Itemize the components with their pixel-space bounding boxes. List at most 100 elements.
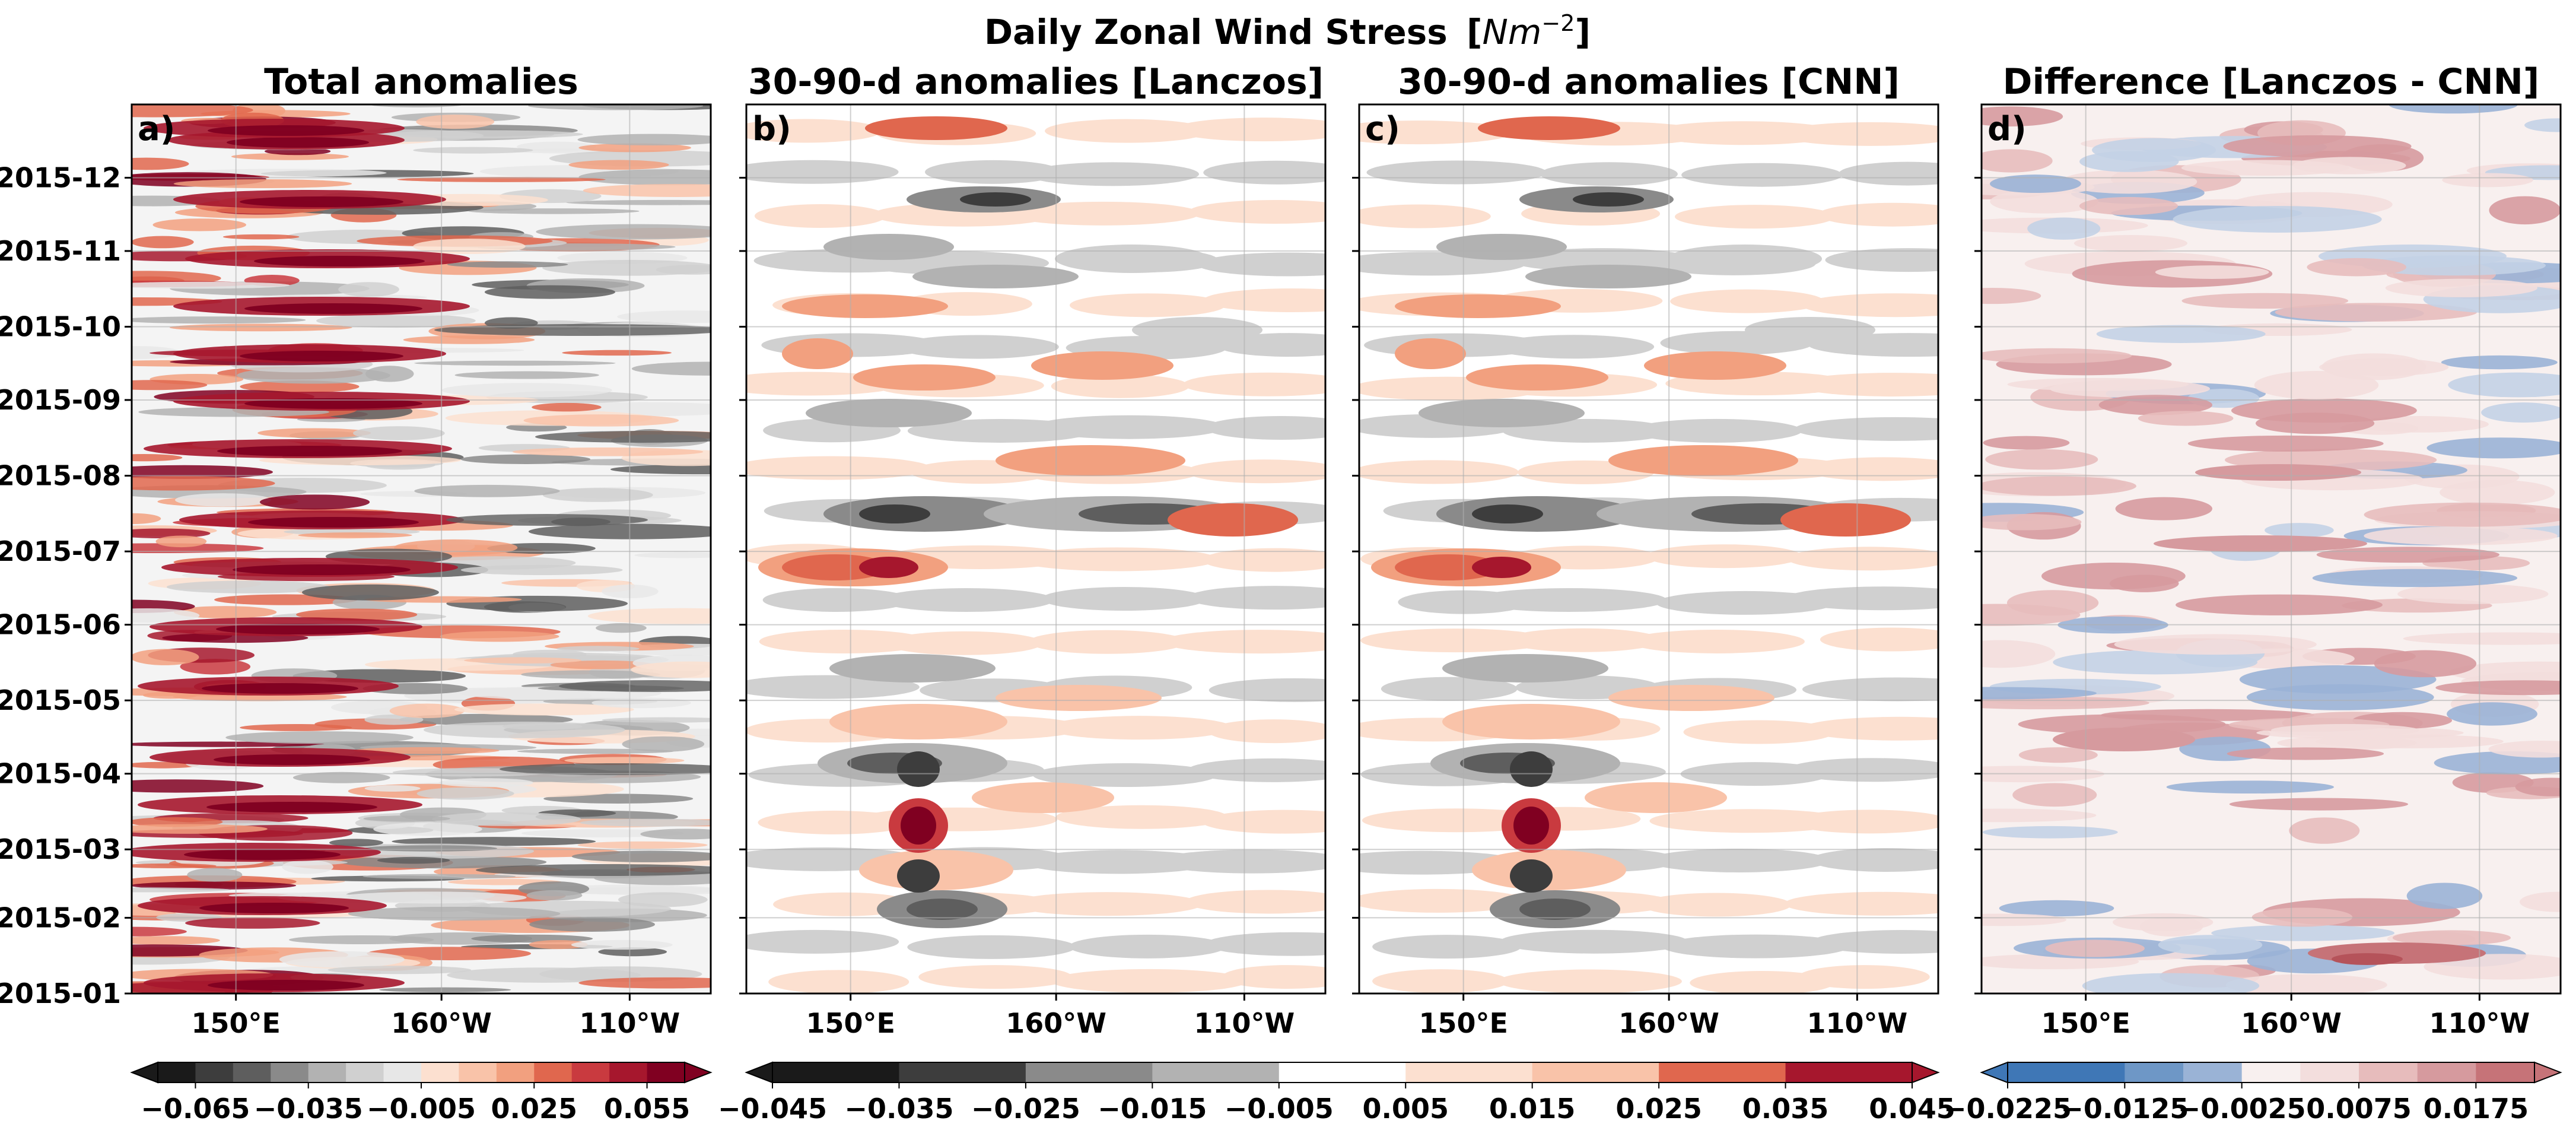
colorbar-a-level xyxy=(459,1062,497,1083)
panel-a-ytick-label: 2015-05 xyxy=(0,684,121,716)
colorbar-a-level xyxy=(496,1062,535,1083)
figure-title: Daily Zonal Wind Stress [Nm−2] xyxy=(984,10,1591,52)
colorbar-bc-level xyxy=(1785,1062,1913,1083)
colorbar-d-level xyxy=(2359,1062,2418,1083)
colorbar-d-level xyxy=(2066,1062,2125,1083)
colorbar-bc-tick-label: 0.015 xyxy=(1489,1093,1576,1125)
colorbar-bc-level xyxy=(1405,1062,1533,1083)
colorbar-a-extend-min xyxy=(130,1061,158,1084)
colorbar-d-level xyxy=(2125,1062,2184,1083)
colorbar-a-tick-label: 0.025 xyxy=(491,1093,578,1125)
colorbar-bc-extend-max xyxy=(1912,1061,1940,1084)
colorbar-a-tick-label: −0.005 xyxy=(367,1093,476,1125)
colorbar-a-level xyxy=(158,1062,196,1083)
panel-a-ytick-label: 2015-03 xyxy=(0,833,121,865)
colorbar-bc-level xyxy=(1532,1062,1659,1083)
panel-c-title: 30-90-d anomalies [CNN] xyxy=(1398,61,1900,103)
panel-d-xtick-label: 160°W xyxy=(2241,1007,2342,1039)
panel-d-frame xyxy=(1980,103,2562,995)
panel-b-xtick-label: 110°W xyxy=(1194,1007,1295,1039)
panel-a-ytick-label: 2015-11 xyxy=(0,235,121,267)
colorbar-bc-level xyxy=(1152,1062,1280,1083)
panel-c-heatmap: c) xyxy=(1358,103,1939,995)
colorbar-a-level xyxy=(571,1062,610,1083)
colorbar-bc-tick-label: −0.005 xyxy=(1225,1093,1334,1125)
panel-c-xtick-label: 160°W xyxy=(1618,1007,1719,1039)
colorbar-a-level xyxy=(233,1062,271,1083)
colorbar-a-tick-label: −0.035 xyxy=(254,1093,363,1125)
panel-a-xtick-label: 150°E xyxy=(191,1007,280,1039)
figure-title-unit-exponent: −2 xyxy=(1541,10,1575,36)
figure-title-unit: Nm xyxy=(1483,12,1542,52)
colorbar-d-extend-min xyxy=(1980,1061,2008,1084)
colorbar-d-tick-label: −0.0225 xyxy=(1944,1093,2072,1125)
colorbar-a-level xyxy=(383,1062,422,1083)
colorbar-a-level xyxy=(195,1062,234,1083)
colorbar-bc-tick-label: −0.035 xyxy=(844,1093,953,1125)
panel-d-xtick-label: 110°W xyxy=(2429,1007,2530,1039)
colorbar-d-level xyxy=(2300,1062,2359,1083)
panel-a-xtick-label: 110°W xyxy=(579,1007,680,1039)
colorbar-a-level xyxy=(421,1062,459,1083)
colorbar-bc-tick-label: −0.015 xyxy=(1098,1093,1207,1125)
panel-a-frame xyxy=(131,103,712,995)
colorbar-bc-extend-min xyxy=(745,1061,773,1084)
panel-c-xtick-label: 150°E xyxy=(1419,1007,1508,1039)
colorbar-d-tick-label: −0.0125 xyxy=(2060,1093,2189,1125)
colorbar-a-level xyxy=(609,1062,648,1083)
panel-a-ytick-label: 2015-06 xyxy=(0,609,121,641)
colorbar-a-level xyxy=(534,1062,573,1083)
colorbar-bc-level xyxy=(899,1062,1026,1083)
colorbar-a-level xyxy=(308,1062,346,1083)
colorbar-d-level xyxy=(2183,1062,2243,1083)
colorbar-bc-tick-label: −0.025 xyxy=(971,1093,1080,1125)
panel-b-heatmap: b) xyxy=(745,103,1327,995)
colorbar-d-tick-label: 0.0175 xyxy=(2424,1093,2529,1125)
panel-b-xtick-label: 150°E xyxy=(806,1007,895,1039)
colorbar-bc-tick-label: 0.045 xyxy=(1869,1093,1955,1125)
panel-d-title: Difference [Lanczos - CNN] xyxy=(2003,61,2540,103)
colorbar-a-tick-label: 0.055 xyxy=(604,1093,691,1125)
panel-b-label: b) xyxy=(752,110,791,148)
panel-b-title: 30-90-d anomalies [Lanczos] xyxy=(748,61,1324,103)
panel-a-xtick-label: 160°W xyxy=(391,1007,492,1039)
panel-c-label: c) xyxy=(1365,110,1400,148)
panel-a-ytick-label: 2015-12 xyxy=(0,161,121,193)
colorbar-bc-level xyxy=(772,1062,899,1083)
panel-a-ytick-label: 2015-09 xyxy=(0,384,121,416)
panel-b-xtick-label: 160°W xyxy=(1006,1007,1106,1039)
colorbar-d-level xyxy=(2417,1062,2476,1083)
colorbar-d-level xyxy=(2008,1062,2067,1083)
colorbar-a-level xyxy=(346,1062,384,1083)
panel-c-xtick-label: 110°W xyxy=(1807,1007,1907,1039)
figure-title-text: Daily Zonal Wind Stress xyxy=(984,12,1448,52)
colorbar-a-level xyxy=(647,1062,685,1083)
panel-a-ytick-label: 2015-02 xyxy=(0,902,121,934)
colorbar-d-level xyxy=(2241,1062,2301,1083)
colorbar-bc-level xyxy=(1279,1062,1406,1083)
panel-a-title: Total anomalies xyxy=(264,61,578,103)
panel-a-label: a) xyxy=(138,110,175,148)
colorbar-d-tick-label: −0.0025 xyxy=(2178,1093,2306,1125)
panel-a-ytick-label: 2015-10 xyxy=(0,311,121,343)
colorbar-bc-tick-label: −0.045 xyxy=(718,1093,827,1125)
panel-a-ytick-label: 2015-07 xyxy=(0,535,121,567)
colorbar-bc-tick-label: 0.005 xyxy=(1362,1093,1449,1125)
panel-d-heatmap: d) xyxy=(1980,103,2562,995)
colorbar-bc-level xyxy=(1025,1062,1153,1083)
colorbar-bc-level xyxy=(1659,1062,1786,1083)
colorbar-d-extend-max xyxy=(2534,1061,2562,1084)
panel-d-xtick-label: 150°E xyxy=(2041,1007,2130,1039)
colorbar-bc-tick-label: 0.025 xyxy=(1615,1093,1702,1125)
panel-a-ytick-label: 2015-01 xyxy=(0,977,121,1010)
panel-d-label: d) xyxy=(1987,110,2027,148)
panel-a-ytick-label: 2015-04 xyxy=(0,758,121,790)
panel-a-heatmap: a) xyxy=(131,103,712,995)
panel-a-ytick-label: 2015-08 xyxy=(0,460,121,492)
colorbar-a-level xyxy=(271,1062,309,1083)
colorbar-bc-tick-label: 0.035 xyxy=(1742,1093,1829,1125)
panel-c-frame xyxy=(1358,103,1939,995)
colorbar-d-tick-label: 0.0075 xyxy=(2306,1093,2412,1125)
panel-b-frame xyxy=(745,103,1327,995)
